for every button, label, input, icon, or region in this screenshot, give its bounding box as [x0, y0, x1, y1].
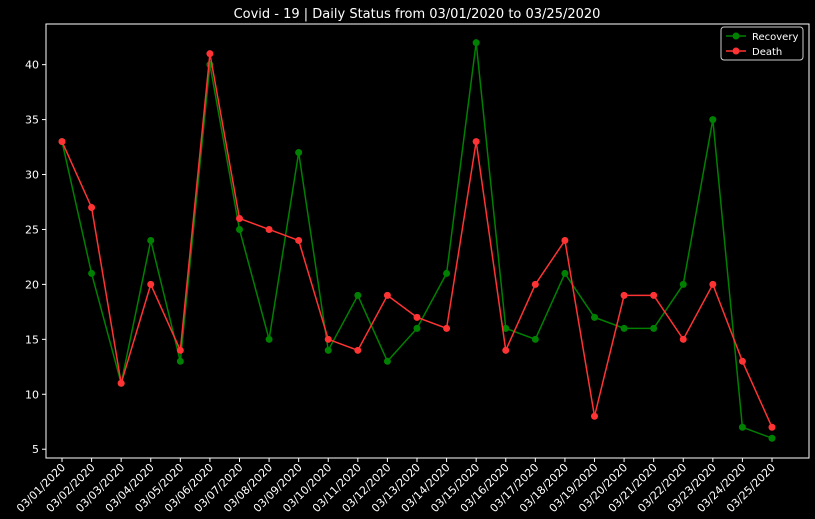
data-point-death [679, 335, 687, 343]
data-point-death [383, 291, 391, 299]
chart-title: Covid - 19 | Daily Status from 03/01/202… [234, 7, 601, 22]
data-point-recovery [383, 357, 391, 365]
data-point-recovery [443, 269, 451, 277]
data-point-recovery [738, 423, 746, 431]
data-point-death [265, 225, 273, 233]
data-point-recovery [354, 291, 362, 299]
data-point-recovery [88, 269, 96, 277]
legend-marker-death [732, 47, 740, 55]
data-point-death [58, 138, 66, 146]
y-tick-label: 25 [25, 223, 39, 236]
legend: Recovery Death [720, 26, 804, 61]
data-point-recovery [502, 324, 510, 332]
data-point-death [443, 324, 451, 332]
data-point-death [413, 313, 421, 321]
data-point-death [147, 280, 155, 288]
y-tick-label: 30 [25, 169, 39, 182]
data-point-recovery [324, 346, 332, 354]
y-tick-label: 20 [25, 278, 39, 291]
data-point-death [650, 291, 658, 299]
data-point-death [176, 346, 184, 354]
data-point-recovery [768, 434, 776, 442]
data-point-recovery [679, 280, 687, 288]
data-point-death [531, 280, 539, 288]
legend-marker-recovery [732, 32, 740, 40]
plot-frame [45, 23, 810, 459]
y-tick-label: 5 [32, 443, 39, 456]
data-point-recovery [413, 324, 421, 332]
data-point-recovery [709, 116, 717, 124]
data-point-recovery [620, 324, 628, 332]
y-tick-label: 15 [25, 333, 39, 346]
data-point-recovery [236, 225, 243, 233]
data-point-recovery [265, 335, 273, 343]
data-point-death [620, 291, 628, 299]
y-tick-label: 35 [25, 114, 39, 127]
data-point-death [591, 412, 598, 420]
data-point-death [709, 280, 717, 288]
data-point-death [561, 236, 569, 244]
data-point-death [88, 203, 96, 211]
data-point-recovery [472, 39, 480, 47]
data-point-recovery [531, 335, 539, 343]
y-tick-label: 40 [25, 59, 39, 72]
legend-label-death: Death [752, 47, 782, 58]
data-point-death [768, 423, 776, 431]
data-point-death [354, 346, 362, 354]
legend-label-recovery: Recovery [752, 32, 798, 43]
data-point-recovery [147, 236, 155, 244]
data-point-recovery [591, 313, 598, 321]
data-point-death [117, 379, 125, 387]
data-point-death [502, 346, 510, 354]
data-point-death [324, 335, 332, 343]
data-point-recovery [295, 149, 303, 157]
data-point-death [236, 214, 243, 222]
data-point-recovery [650, 324, 658, 332]
data-point-death [295, 236, 303, 244]
data-point-recovery [176, 357, 184, 365]
data-point-death [738, 357, 746, 365]
data-point-recovery [561, 269, 569, 277]
data-point-death [206, 50, 214, 58]
data-point-death [472, 138, 480, 146]
y-tick-label: 10 [25, 388, 39, 401]
